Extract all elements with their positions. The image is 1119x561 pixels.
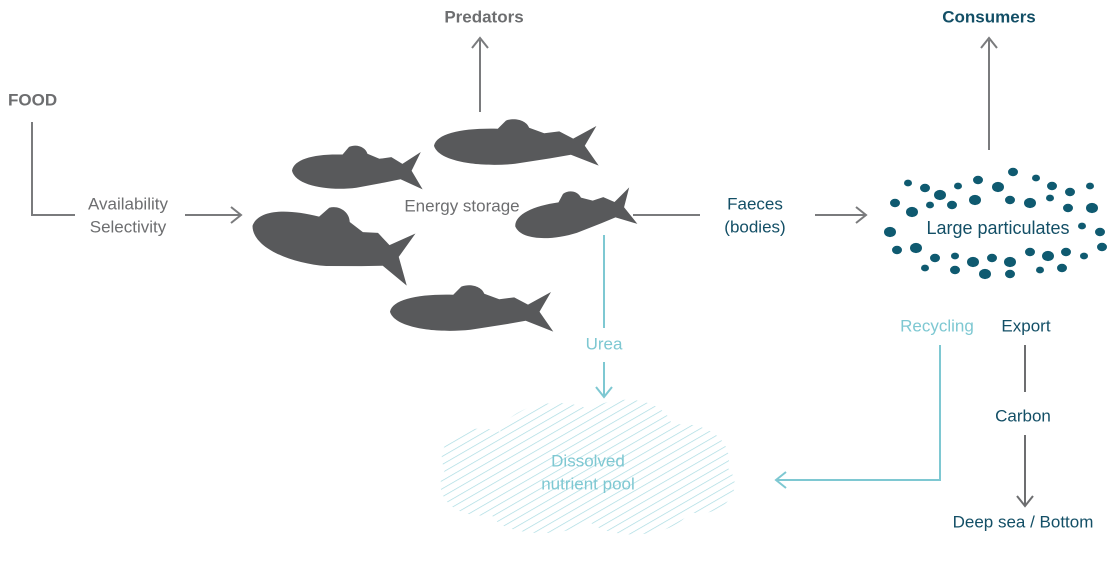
particle — [1095, 227, 1105, 237]
particle — [1008, 167, 1018, 177]
particle — [1025, 247, 1035, 257]
faeces-label: Faeces — [727, 194, 783, 213]
particle — [951, 252, 959, 260]
particle — [906, 206, 918, 218]
particulate-dots — [884, 167, 1107, 280]
urea-label: Urea — [586, 334, 623, 353]
particle — [954, 182, 962, 190]
dissolved-label: Dissolved — [551, 451, 625, 470]
particle — [967, 256, 979, 268]
recycling-label: Recycling — [900, 316, 974, 335]
pool-label: nutrient pool — [541, 474, 635, 493]
food-label: FOOD — [8, 90, 57, 109]
nutrient-pool-cloud — [440, 399, 735, 535]
particle — [992, 181, 1004, 193]
consumers-label: Consumers — [942, 7, 1036, 26]
particle — [1065, 187, 1075, 197]
particle — [1057, 263, 1067, 273]
particle — [947, 200, 957, 210]
particle — [921, 264, 929, 272]
particle — [1004, 256, 1016, 268]
particle — [1061, 247, 1071, 257]
connectors — [31, 36, 1034, 508]
particle — [884, 226, 896, 238]
particle — [1080, 252, 1088, 260]
particle — [969, 194, 981, 206]
particle — [1042, 250, 1054, 262]
particle — [1086, 202, 1098, 214]
particle — [1024, 197, 1036, 209]
particle — [934, 189, 946, 201]
energy-label: Energy storage — [404, 196, 519, 215]
particle — [1032, 174, 1040, 182]
particle — [1047, 181, 1057, 191]
fish-school — [247, 119, 638, 332]
particle — [930, 253, 940, 263]
particle — [987, 253, 997, 263]
particle — [1005, 269, 1015, 279]
export-label: Export — [1001, 316, 1050, 335]
particle — [920, 183, 930, 193]
particle — [973, 175, 983, 185]
deep-sea-label: Deep sea / Bottom — [953, 512, 1094, 531]
particle — [926, 201, 934, 209]
particle — [1097, 242, 1107, 252]
carbon-label: Carbon — [995, 406, 1051, 425]
availability-label: Availability — [88, 194, 169, 213]
particle — [890, 198, 900, 208]
particle — [1078, 222, 1086, 230]
particulates-label: Large particulates — [926, 218, 1069, 238]
particle — [904, 179, 912, 187]
particle — [910, 242, 922, 254]
bodies-label: (bodies) — [724, 217, 785, 236]
particle — [1063, 203, 1073, 213]
particle — [1086, 182, 1094, 190]
particle — [892, 245, 902, 255]
particle — [1005, 195, 1015, 205]
particle — [1046, 194, 1054, 202]
particle — [1036, 266, 1044, 274]
particle — [950, 265, 960, 275]
particle — [979, 268, 991, 280]
selectivity-label: Selectivity — [90, 217, 167, 236]
predators-label: Predators — [444, 7, 523, 26]
